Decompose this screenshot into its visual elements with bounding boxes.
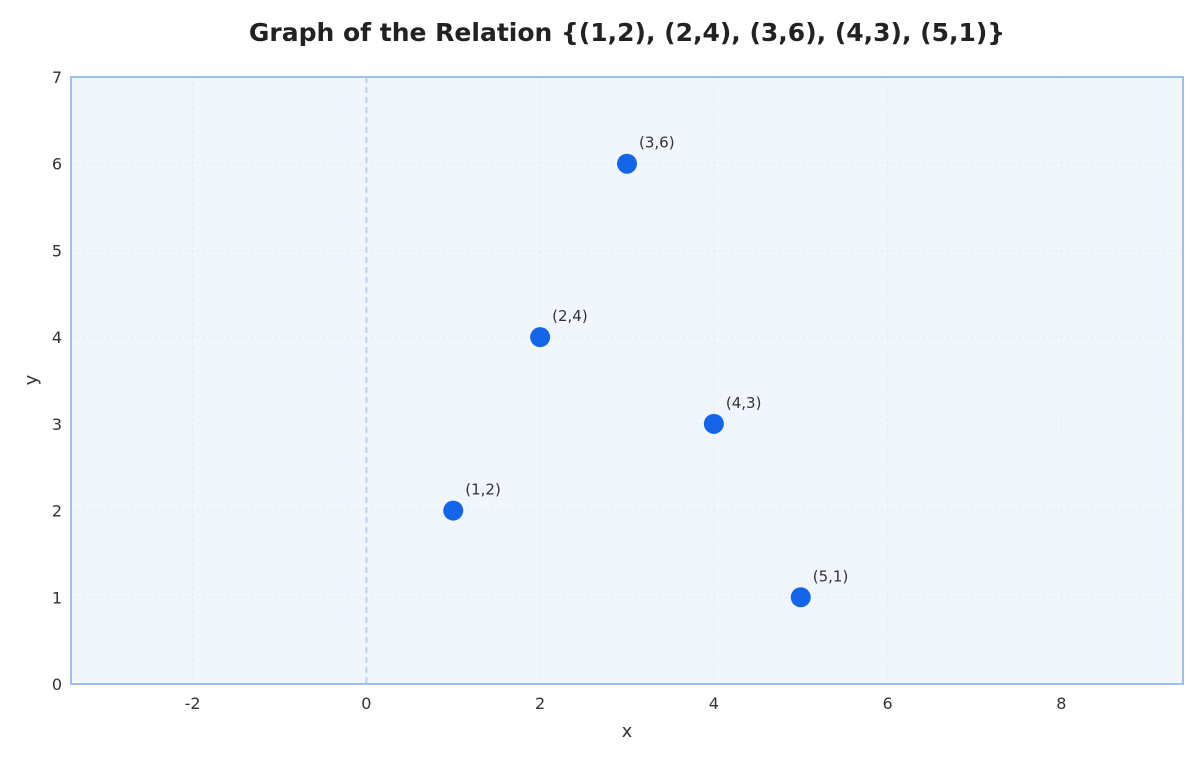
- data-point[interactable]: [443, 500, 464, 521]
- data-point-label: (4,3): [726, 394, 762, 412]
- y-tick-label: 2: [52, 502, 62, 521]
- x-tick-label: 8: [1056, 694, 1066, 713]
- x-axis-ticks: -2 0 2 4 6 8: [185, 694, 1067, 713]
- x-tick-label: -2: [185, 694, 201, 713]
- data-point-label: (1,2): [465, 481, 501, 499]
- x-axis-label: x: [622, 721, 633, 742]
- y-tick-label: 4: [52, 328, 62, 347]
- data-point[interactable]: [530, 327, 551, 348]
- y-axis-label: y: [21, 374, 42, 385]
- data-points: (1,2) (2,4) (3,6) (4,3) (5,1): [443, 134, 848, 608]
- data-point[interactable]: [617, 153, 637, 174]
- plot-frame: [70, 76, 1184, 685]
- y-tick-label: 3: [52, 415, 62, 434]
- x-tick-label: 6: [883, 694, 893, 713]
- chart-title: Graph of the Relation {(1,2), (2,4), (3,…: [249, 18, 1005, 47]
- data-point[interactable]: [790, 587, 811, 608]
- data-point[interactable]: [703, 413, 724, 434]
- x-tick-label: 2: [535, 694, 545, 713]
- x-tick-label: 4: [709, 694, 719, 713]
- x-tick-label: 0: [361, 694, 371, 713]
- y-tick-label: 0: [52, 675, 62, 694]
- data-point-label: (5,1): [813, 567, 849, 585]
- plot-area: [71, 77, 1183, 684]
- y-tick-label: 5: [52, 241, 62, 260]
- data-point-label: (3,6): [639, 134, 675, 152]
- y-tick-label: 6: [52, 155, 62, 174]
- data-point-label: (2,4): [552, 307, 588, 325]
- y-tick-label: 7: [52, 68, 62, 87]
- y-axis-ticks: 0 1 2 3 4 5 6 7: [52, 68, 62, 694]
- y-tick-label: 1: [52, 588, 62, 607]
